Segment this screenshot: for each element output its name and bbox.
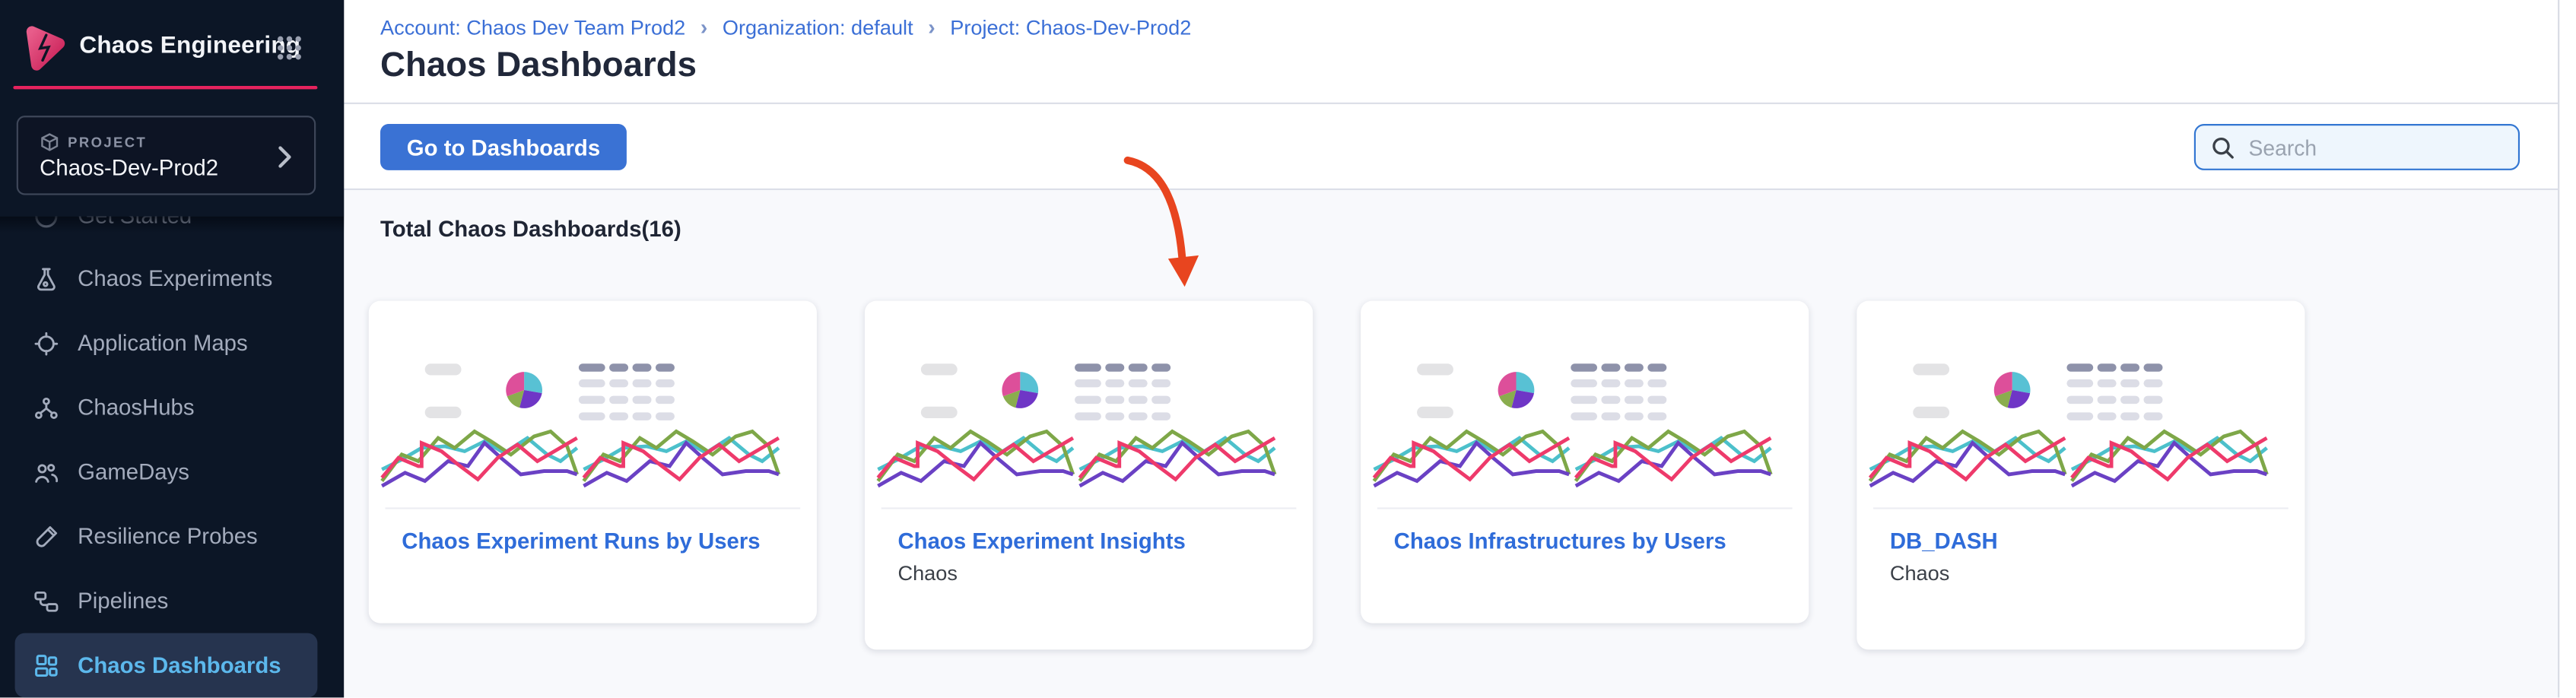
project-name: Chaos-Dev-Prod2 — [40, 155, 219, 180]
accent-divider — [13, 86, 318, 90]
target-icon — [33, 330, 59, 357]
dashboard-card[interactable]: Chaos Experiment Insights Chaos — [864, 300, 1313, 650]
sidebar: Get Started Chaos Engineering — [0, 0, 345, 698]
dashboard-thumbnail — [1361, 351, 1809, 496]
cube-icon — [41, 133, 59, 151]
card-footer: Chaos Infrastructures by Users — [1377, 507, 1793, 562]
dashboard-thumbnail — [1857, 351, 2304, 496]
sidebar-item-gamedays[interactable]: GameDays — [15, 439, 318, 504]
dashboard-card[interactable]: Chaos Infrastructures by Users — [1361, 300, 1809, 623]
dashboard-folder-label: Chaos — [1889, 562, 1950, 585]
probe-icon — [33, 523, 59, 550]
breadcrumb-account-link[interactable]: Account: Chaos Dev Team Prod2 — [380, 15, 686, 40]
sidebar-item-label: Chaos Dashboards — [78, 652, 281, 678]
sidebar-item-chaoshubs[interactable]: ChaosHubs — [15, 375, 318, 439]
dashboard-card[interactable]: Chaos Experiment Runs by Users — [368, 300, 817, 623]
main-area: Account: Chaos Dev Team Prod2 › Organiza… — [344, 0, 2576, 698]
sidebar-item-label: GameDays — [78, 459, 189, 484]
toolbar-divider — [344, 188, 2559, 191]
hub-icon — [33, 394, 59, 420]
sidebar-item-pipelines[interactable]: Pipelines — [15, 569, 318, 633]
nav-scroll-shadow — [0, 216, 345, 233]
project-selector[interactable]: PROJECT Chaos-Dev-Prod2 — [16, 116, 316, 195]
sidebar-item-resilience-probes[interactable]: Resilience Probes — [15, 504, 318, 569]
header-divider — [344, 102, 2559, 104]
dashboard-title-link[interactable]: Chaos Infrastructures by Users — [1393, 528, 1726, 554]
dashboard-title-link[interactable]: Chaos Experiment Runs by Users — [402, 528, 761, 554]
chevron-right-icon — [278, 146, 291, 168]
dashboard-title-link[interactable]: Chaos Experiment Insights — [897, 528, 1186, 554]
breadcrumb-organization-link[interactable]: Organization: default — [722, 15, 913, 40]
brand[interactable]: Chaos Engineering — [20, 21, 300, 71]
brand-name: Chaos Engineering — [79, 33, 301, 60]
sidebar-item-label: Pipelines — [78, 588, 169, 614]
dashboards-content: Total Chaos Dashboards(16) Chaos Experim… — [344, 190, 2559, 698]
sidebar-item-label: Application Maps — [78, 330, 248, 356]
dashboard-title-link[interactable]: DB_DASH — [1889, 528, 1998, 554]
breadcrumb-project-link[interactable]: Project: Chaos-Dev-Prod2 — [950, 15, 1192, 40]
sidebar-item-label: Resilience Probes — [78, 524, 258, 549]
flask-icon — [33, 265, 59, 292]
go-to-dashboards-button[interactable]: Go to Dashboards — [380, 124, 627, 170]
total-dashboards-label: Total Chaos Dashboards(16) — [380, 216, 681, 242]
card-footer: Chaos Experiment Insights Chaos — [881, 507, 1297, 585]
chevron-right-icon: › — [700, 14, 708, 40]
search-box[interactable] — [2193, 124, 2520, 170]
dashboard-thumbnail — [369, 351, 817, 496]
dashboard-card[interactable]: DB_DASH Chaos — [1857, 300, 2305, 650]
people-icon — [33, 458, 59, 485]
search-input[interactable] — [2248, 135, 2504, 160]
pipeline-icon — [33, 588, 59, 614]
sidebar-item-chaos-dashboards[interactable]: Chaos Dashboards — [14, 633, 318, 698]
dashboard-thumbnail — [865, 351, 1313, 496]
chevron-right-icon: › — [928, 14, 935, 40]
card-footer: DB_DASH Chaos — [1873, 507, 2289, 585]
scrollbar-gutter[interactable] — [2558, 0, 2576, 698]
search-icon — [2212, 136, 2234, 158]
breadcrumb: Account: Chaos Dev Team Prod2 › Organiza… — [380, 15, 1191, 40]
card-footer: Chaos Experiment Runs by Users — [385, 507, 801, 562]
dashboard-folder-label: Chaos — [897, 562, 958, 585]
app-grid-icon[interactable] — [276, 35, 303, 62]
chaos-logo-icon — [26, 25, 65, 70]
sidebar-item-application-maps[interactable]: Application Maps — [15, 311, 318, 376]
page-title: Chaos Dashboards — [380, 46, 697, 84]
sidebar-item-label: Chaos Experiments — [78, 266, 273, 291]
sidebar-item-label: ChaosHubs — [78, 395, 195, 420]
dashboard-grid-icon — [33, 652, 59, 679]
sidebar-item-chaos-experiments[interactable]: Chaos Experiments — [15, 246, 318, 311]
project-label-row: PROJECT — [40, 132, 147, 152]
dashboard-card-grid: Chaos Experiment Runs by Users Chaos Exp… — [368, 300, 2305, 650]
project-label: PROJECT — [68, 134, 148, 151]
